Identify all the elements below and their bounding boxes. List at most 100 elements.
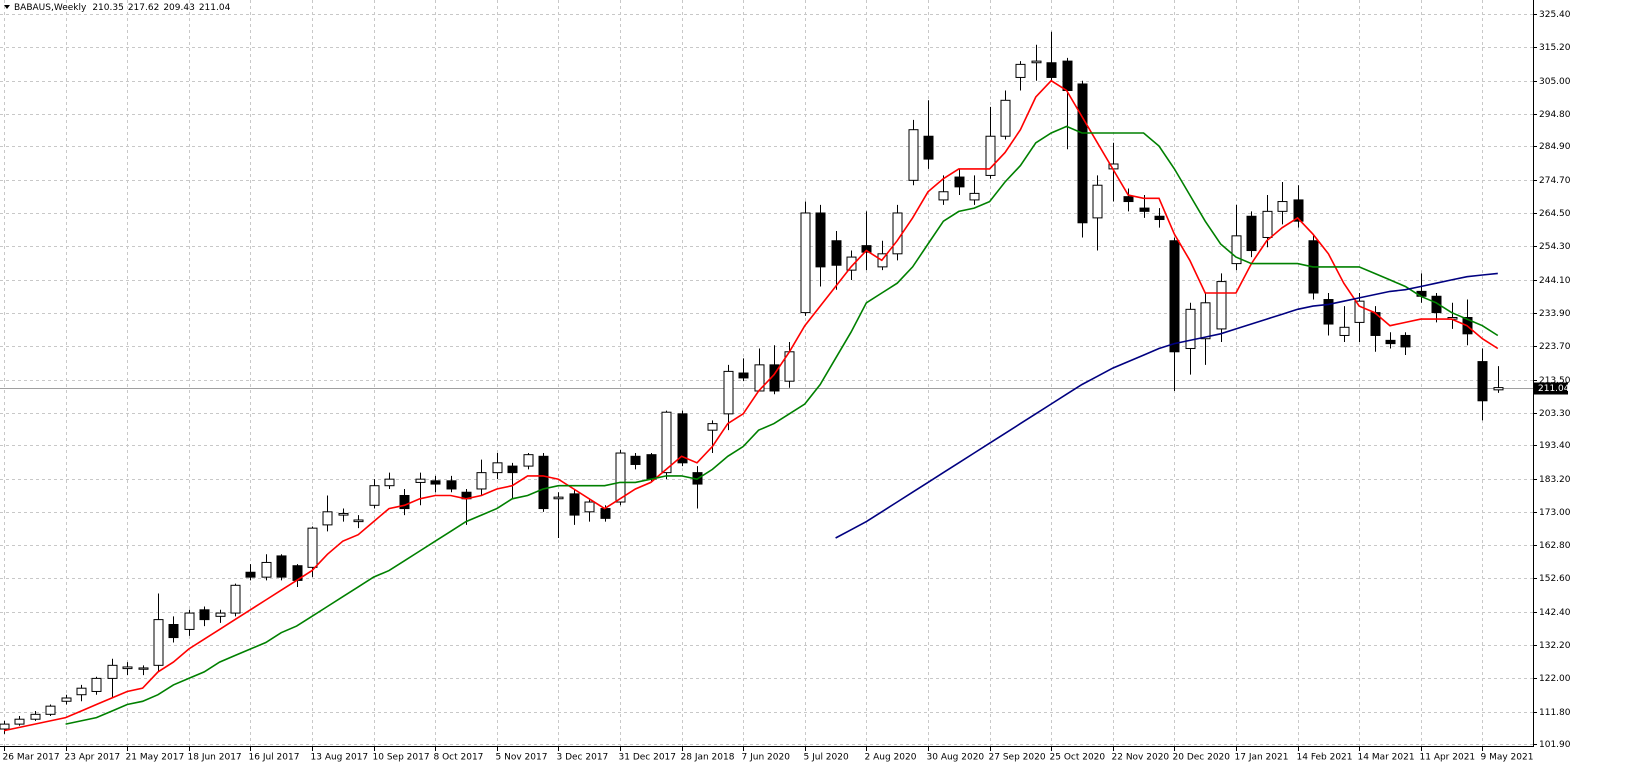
- candle-body: [384, 478, 395, 487]
- x-tick-label: 9 May 2021: [1481, 753, 1534, 763]
- candle-body: [938, 191, 949, 201]
- candle-body: [399, 494, 410, 510]
- candle-body: [738, 372, 749, 379]
- x-tick-label: 5 Nov 2017: [496, 753, 548, 763]
- x-tick-label: 25 Oct 2020: [1050, 753, 1106, 763]
- candle-body: [1385, 339, 1396, 345]
- candle-body: [76, 687, 87, 696]
- x-tick-label: 5 Jul 2020: [804, 753, 849, 763]
- candle-body: [1000, 99, 1011, 137]
- current-price-label: 211.04: [1538, 384, 1570, 394]
- symbol-menu-arrow[interactable]: [4, 5, 10, 9]
- x-tick-label: 8 Oct 2017: [434, 753, 484, 763]
- candle-body: [61, 697, 72, 702]
- candle-body: [245, 571, 256, 578]
- candle-body: [1154, 215, 1165, 221]
- x-tick-label: 10 Sep 2017: [373, 753, 430, 763]
- y-tick-label: 233.90: [1539, 309, 1571, 319]
- axes: 101.90 111.80 122.00 132.20 142.40 152.60 162.…: [3, 10, 1571, 763]
- y-tick-label: 183.20: [1539, 475, 1571, 485]
- candle-body: [523, 454, 534, 467]
- candle-body: [322, 511, 333, 526]
- candle-body: [30, 713, 41, 720]
- x-tick-label: 2 Aug 2020: [865, 753, 917, 763]
- x-tick-label: 14 Mar 2021: [1358, 753, 1415, 763]
- candle-body: [307, 527, 318, 568]
- chart-title: BABAUS,Weekly: [14, 3, 87, 13]
- candle-body: [600, 508, 611, 519]
- candle-body: [446, 480, 457, 490]
- candle-body: [1400, 334, 1411, 348]
- moving-average-line: [65, 125, 1499, 725]
- candle-body: [569, 493, 580, 516]
- candle-body: [661, 411, 672, 474]
- y-tick-label: 193.40: [1539, 441, 1571, 451]
- candle-body: [800, 212, 811, 314]
- x-tick-label: 18 Jun 2017: [188, 753, 242, 763]
- y-tick-label: 162.80: [1539, 541, 1571, 551]
- y-tick-label: 132.20: [1539, 641, 1571, 651]
- candle-body: [1477, 361, 1488, 402]
- candle-body: [677, 413, 688, 464]
- candle-body: [107, 664, 118, 679]
- candle-body: [1077, 83, 1088, 224]
- y-tick-label: 284.90: [1539, 142, 1571, 152]
- y-tick-label: 244.10: [1539, 276, 1571, 286]
- candle-body: [1323, 299, 1334, 325]
- y-tick-label: 223.70: [1539, 342, 1571, 352]
- candle-body: [831, 240, 842, 266]
- candle-body: [985, 135, 996, 176]
- candle-body: [153, 619, 164, 666]
- candle-body: [1092, 184, 1103, 219]
- chart-header: BABAUS,Weekly 210.35 217.62 209.43 211.04: [14, 3, 231, 13]
- moving-average-line: [835, 272, 1498, 539]
- candle-body: [0, 723, 10, 730]
- y-tick-label: 254.30: [1539, 242, 1571, 252]
- y-tick-label: 305.00: [1539, 77, 1571, 87]
- candle-body: [338, 512, 349, 516]
- last-high: 217.62: [128, 3, 160, 13]
- y-tick-label: 152.60: [1539, 574, 1571, 584]
- candle-body: [1262, 210, 1273, 238]
- candle-body: [45, 705, 56, 715]
- candle-body: [230, 584, 241, 614]
- candle-body: [276, 555, 287, 578]
- candle-body: [846, 256, 857, 271]
- x-tick-label: 3 Dec 2017: [557, 753, 609, 763]
- y-tick-label: 142.40: [1539, 608, 1571, 618]
- candle-body: [215, 612, 226, 617]
- y-tick-label: 325.40: [1539, 10, 1571, 20]
- candle-body: [184, 612, 195, 630]
- y-tick-label: 264.50: [1539, 209, 1571, 219]
- candle-body: [507, 465, 518, 474]
- x-tick-label: 20 Dec 2020: [1173, 753, 1231, 763]
- candle-body: [1431, 295, 1442, 314]
- candle-body: [1185, 308, 1196, 350]
- candle-body: [1493, 387, 1504, 391]
- candle-body: [538, 455, 549, 510]
- candle-body: [1354, 300, 1365, 323]
- candle-body: [369, 485, 380, 506]
- candle-body: [199, 609, 210, 621]
- y-tick-label: 122.00: [1539, 674, 1571, 684]
- candle-body: [954, 176, 965, 188]
- candle-body: [630, 455, 641, 465]
- candle-body: [615, 452, 626, 503]
- candle-body: [476, 472, 487, 490]
- candle-body: [1046, 62, 1057, 78]
- candle-body: [861, 245, 872, 253]
- last-open: 210.35: [92, 3, 124, 13]
- candle-body: [1123, 196, 1134, 203]
- x-tick-label: 27 Sep 2020: [989, 753, 1046, 763]
- x-tick-label: 16 Jul 2017: [249, 753, 300, 763]
- plot: [0, 31, 1504, 734]
- candle-body: [14, 718, 25, 725]
- candle-body: [707, 423, 718, 431]
- candle-body: [1200, 302, 1211, 340]
- x-tick-label: 21 May 2017: [126, 753, 185, 763]
- last-low: 209.43: [163, 3, 195, 13]
- candle-body: [492, 462, 503, 474]
- candle-body: [1169, 240, 1180, 353]
- candle-body: [1293, 199, 1304, 222]
